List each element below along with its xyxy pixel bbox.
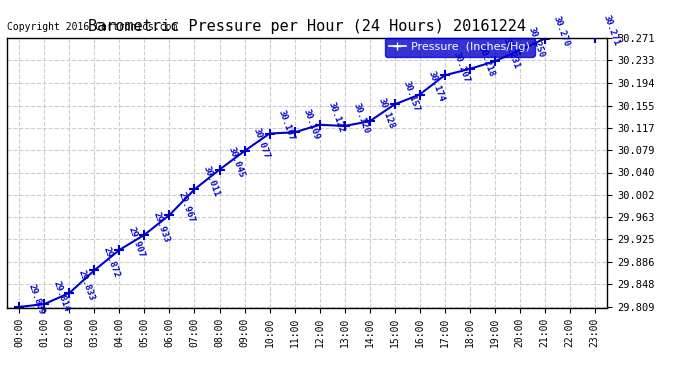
Text: 30.107: 30.107 <box>277 109 296 142</box>
Text: 30.109: 30.109 <box>302 108 321 141</box>
Text: 30.157: 30.157 <box>402 80 421 113</box>
Text: 30.250: 30.250 <box>526 26 546 59</box>
Text: 30.271: 30.271 <box>602 13 621 47</box>
Text: 30.077: 30.077 <box>251 126 271 160</box>
Text: 30.231: 30.231 <box>502 37 521 70</box>
Text: 30.122: 30.122 <box>326 100 346 134</box>
Text: 29.814: 29.814 <box>51 280 71 313</box>
Text: 29.933: 29.933 <box>151 210 171 244</box>
Legend: Pressure  (Inches/Hg): Pressure (Inches/Hg) <box>384 38 535 57</box>
Text: 30.218: 30.218 <box>477 45 496 78</box>
Text: 30.128: 30.128 <box>377 97 396 130</box>
Text: 29.809: 29.809 <box>26 282 46 316</box>
Text: 29.872: 29.872 <box>101 246 121 279</box>
Text: 29.967: 29.967 <box>177 190 196 224</box>
Text: 30.011: 30.011 <box>201 165 221 198</box>
Text: 30.045: 30.045 <box>226 145 246 178</box>
Text: Copyright 2016 Cartronics.com: Copyright 2016 Cartronics.com <box>7 22 177 32</box>
Text: 30.288: 30.288 <box>0 374 1 375</box>
Text: 29.833: 29.833 <box>77 268 96 302</box>
Text: 30.270: 30.270 <box>551 14 571 48</box>
Text: 30.174: 30.174 <box>426 70 446 104</box>
Text: 29.907: 29.907 <box>126 225 146 259</box>
Text: 30.120: 30.120 <box>351 102 371 135</box>
Text: 30.207: 30.207 <box>451 51 471 84</box>
Title: Barometric Pressure per Hour (24 Hours) 20161224: Barometric Pressure per Hour (24 Hours) … <box>88 18 526 33</box>
